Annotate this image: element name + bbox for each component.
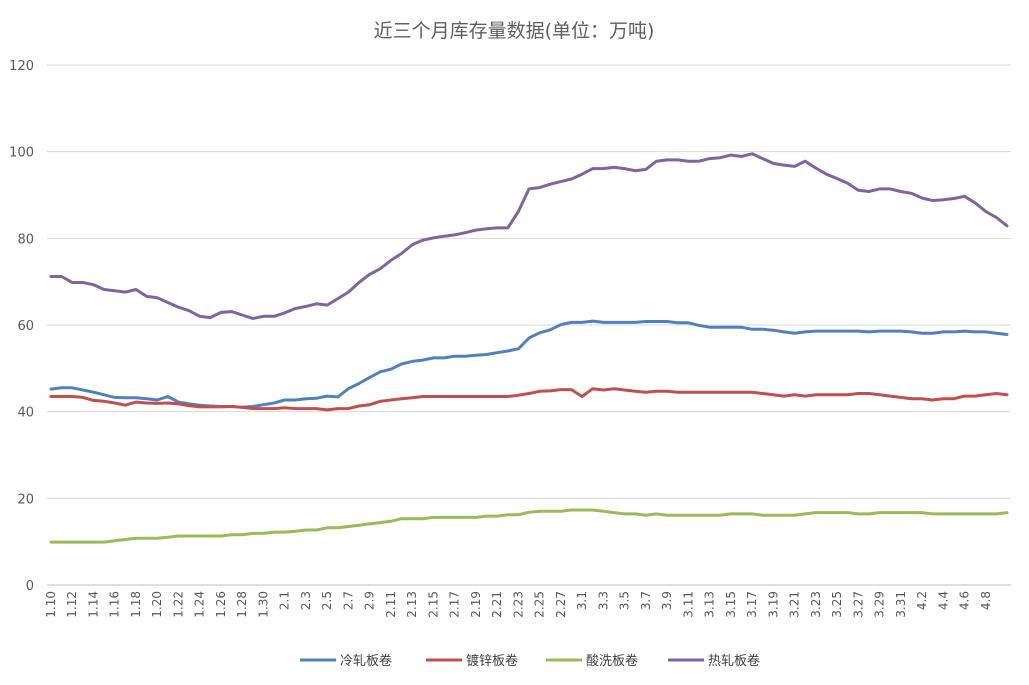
y-axis-tick-labels: 0 20 40 60 80 100 120 [9,59,34,594]
legend-entry: 酸洗板卷 [546,653,638,669]
y-tick-label: 0 [26,579,34,594]
legend-entry: 热轧板卷 [668,653,760,669]
y-tick-label: 100 [9,146,34,161]
legend-entry: 冷轧板卷 [300,653,392,669]
x-tick-label: 1.26 [214,591,228,618]
x-tick-label: 2.23 [511,591,525,618]
x-tick-label: 1.10 [44,591,58,618]
x-tick-label: 3.1 [575,591,589,610]
x-tick-label: 3.31 [894,591,908,618]
legend-label: 冷轧板卷 [340,653,392,669]
x-tick-label: 2.15 [426,591,440,618]
x-tick-label: 1.22 [171,591,185,618]
series-line-3 [49,508,1009,544]
x-tick-label: 1.30 [256,591,270,618]
x-tick-label: 3.5 [618,591,632,610]
x-tick-label: 1.20 [150,591,164,618]
x-tick-label: 2.13 [405,591,419,618]
legend-label: 酸洗板卷 [586,653,638,669]
series-line-4 [49,152,1009,320]
x-tick-label: 1.24 [193,591,207,618]
x-tick-label: 2.7 [341,591,355,610]
x-tick-label: 3.9 [660,591,674,610]
x-tick-label: 4.8 [979,591,993,610]
x-tick-label: 2.19 [469,591,483,618]
x-tick-label: 3.29 [873,591,887,618]
gridlines [47,64,1011,586]
x-tick-label: 1.14 [86,591,100,618]
x-tick-label: 4.4 [936,591,950,610]
y-tick-label: 80 [17,232,34,247]
series-lines [49,152,1009,544]
x-axis-tick-labels: 1.10 1.12 1.14 1.16 1.18 1.20 1.22 1.24 1.26 1.28… [44,591,993,618]
x-tick-label: 1.28 [235,591,249,618]
legend-label: 镀锌板卷 [466,653,518,669]
x-tick-label: 2.5 [320,591,334,610]
x-tick-label: 3.13 [703,591,717,618]
x-tick-label: 3.25 [830,591,844,618]
legend-label: 热轧板卷 [708,653,760,669]
x-tick-label: 4.6 [958,591,972,610]
x-tick-label: 3.11 [681,591,695,618]
x-tick-label: 1.12 [65,591,79,618]
series-line-2 [49,387,1009,412]
x-tick-label: 3.27 [851,591,865,618]
x-tick-label: 3.15 [724,591,738,618]
x-tick-label: 2.11 [384,591,398,618]
y-tick-label: 20 [17,492,34,507]
x-tick-label: 1.16 [108,591,122,618]
legend: 冷轧板卷 镀锌板卷 酸洗板卷 热轧板卷 [300,653,760,669]
x-tick-label: 2.9 [363,591,377,610]
x-tick-label: 4.2 [915,591,929,610]
x-tick-label: 2.25 [533,591,547,618]
x-tick-label: 2.21 [490,591,504,618]
x-tick-label: 2.27 [554,591,568,618]
x-tick-label: 2.17 [448,591,462,618]
x-tick-label: 3.17 [745,591,759,618]
x-tick-label: 3.21 [788,591,802,618]
y-tick-label: 120 [9,59,34,74]
x-tick-label: 3.23 [809,591,823,618]
x-tick-label: 3.7 [639,591,653,610]
y-tick-label: 60 [17,319,34,334]
x-tick-label: 2.1 [278,591,292,610]
legend-entry: 镀锌板卷 [426,653,518,669]
x-tick-label: 2.3 [299,591,313,610]
y-tick-label: 40 [17,406,34,421]
x-tick-label: 1.18 [129,591,143,618]
x-tick-label: 3.19 [766,591,780,618]
x-tick-label: 3.3 [596,591,610,610]
chart-title: 近三个月库存量数据(单位：万吨) [374,20,655,42]
